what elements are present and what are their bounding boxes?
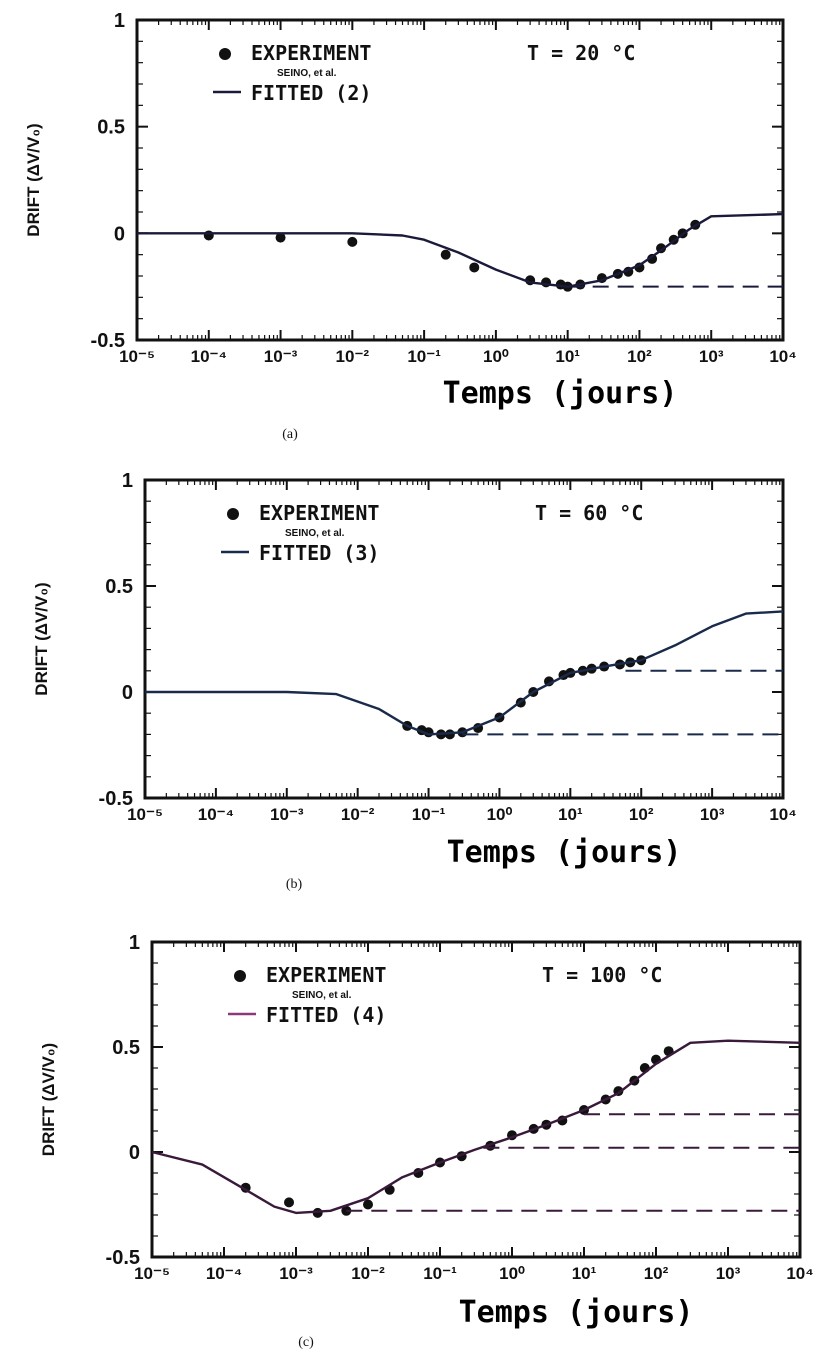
- x-tick-label: 10⁻³: [279, 1264, 313, 1283]
- legend-experiment-sub: SEINO, et al.: [285, 528, 345, 539]
- experiment-point: [647, 253, 658, 264]
- x-tick-label: 10⁴: [769, 805, 796, 824]
- x-tick-label: 10²: [644, 1264, 669, 1283]
- chart-panel-3: 10⁻⁵ 10⁻⁴ 10⁻³ 10⁻² 10⁻¹ 10⁰ 10¹ 10² 10³ 10⁴ 1 0.5 0…: [39, 932, 814, 1350]
- temperature-annotation: T = 60 °C: [535, 501, 643, 525]
- x-tick-label: 10³: [700, 805, 725, 824]
- legend-fitted-label: FITTED (2): [251, 81, 371, 105]
- x-tick-label: 10⁴: [786, 1264, 813, 1283]
- x-tick-label: 10⁻²: [351, 1264, 385, 1283]
- x-tick-label: 10⁻⁵: [134, 1264, 170, 1283]
- temperature-annotation: T = 100 °C: [542, 963, 662, 987]
- y-tick-label: 1: [114, 10, 125, 32]
- y-axis-label: DRIFT (ΔV/V₀): [24, 123, 43, 236]
- fitted-curve: [145, 610, 784, 736]
- x-axis-label: Temps (jours): [443, 376, 678, 411]
- legend-experiment-label: EXPERIMENT: [259, 501, 379, 525]
- fitted-curve: [151, 1039, 801, 1215]
- legend-experiment-label: EXPERIMENT: [251, 41, 371, 65]
- x-axis-label: Temps (jours): [447, 835, 682, 870]
- y-tick-label: 0.5: [97, 117, 125, 139]
- x-tick-label: 10⁻²: [336, 347, 370, 366]
- x-tick-label: 10³: [699, 347, 724, 366]
- x-tick-label: 10⁰: [499, 1264, 525, 1283]
- x-tick-label: 10⁻¹: [412, 805, 446, 824]
- experiment-point: [469, 262, 480, 273]
- fitted-curve: [137, 212, 784, 288]
- legend-point-marker: [227, 508, 239, 520]
- panel-caption: (a): [282, 427, 298, 442]
- x-tick-label: 10⁻⁴: [198, 805, 234, 824]
- y-tick-label: 0.5: [105, 576, 133, 598]
- chart-panel-2: 10⁻⁵ 10⁻⁴ 10⁻³ 10⁻² 10⁻¹ 10⁰ 10¹ 10² 10³ 10⁴ 1 0.5 0…: [32, 470, 797, 892]
- y-tick-label: -0.5: [91, 330, 125, 352]
- y-tick-label: 0.5: [112, 1037, 140, 1059]
- x-tick-label: 10¹: [572, 1264, 597, 1283]
- plot-frame: [135, 18, 785, 342]
- experiment-point: [275, 232, 286, 243]
- x-tick-label: 10⁰: [487, 805, 513, 824]
- x-tick-label: 10¹: [558, 805, 583, 824]
- x-tick-label: 10³: [716, 1264, 741, 1283]
- experiment-point: [284, 1197, 295, 1208]
- experiment-point: [347, 236, 358, 247]
- experiment-point: [541, 277, 552, 288]
- experiment-point: [363, 1199, 373, 1210]
- legend-point-marker: [219, 48, 231, 60]
- y-tick-label: -0.5: [106, 1247, 140, 1269]
- plot-frame: [150, 940, 802, 1259]
- y-tick-label: 0: [122, 682, 133, 704]
- temperature-annotation: T = 20 °C: [527, 41, 635, 65]
- x-tick-label: 10⁻⁵: [127, 805, 163, 824]
- y-tick-label: 1: [129, 932, 140, 954]
- legend-fitted-label: FITTED (3): [259, 541, 379, 565]
- x-tick-label: 10⁻²: [341, 805, 375, 824]
- panel-caption: (b): [286, 877, 303, 892]
- x-tick-label: 10⁻¹: [423, 1264, 457, 1283]
- experiment-point: [203, 230, 214, 241]
- chart-panel-1: 10⁻⁵ 10⁻⁴ 10⁻³ 10⁻² 10⁻¹ 10⁰ 10¹ 10² 10³ 10⁴ 1 0.5 0…: [24, 10, 797, 442]
- x-tick-label: 10⁴: [769, 347, 796, 366]
- panel-caption: (c): [298, 1335, 314, 1350]
- x-tick-label: 10⁰: [483, 347, 509, 366]
- y-tick-label: 0: [129, 1142, 140, 1164]
- x-tick-label: 10⁻³: [264, 347, 298, 366]
- experiment-point: [440, 249, 451, 260]
- y-axis-label: DRIFT (ΔV/V₀): [39, 1043, 58, 1156]
- y-axis-label: DRIFT (ΔV/V₀): [32, 582, 51, 695]
- x-axis-label: Temps (jours): [459, 1295, 694, 1330]
- x-tick-label: 10⁻⁴: [206, 1264, 242, 1283]
- legend-fitted-label: FITTED (4): [266, 1003, 386, 1027]
- x-tick-label: 10⁻³: [270, 805, 304, 824]
- legend-experiment-sub: SEINO, et al.: [277, 68, 337, 79]
- legend-point-marker: [234, 970, 246, 982]
- plot-frame: [143, 478, 785, 800]
- y-tick-label: -0.5: [99, 788, 133, 810]
- x-tick-label: 10⁻⁵: [119, 347, 155, 366]
- y-tick-label: 1: [122, 470, 133, 492]
- x-tick-label: 10⁻¹: [407, 347, 441, 366]
- x-tick-label: 10⁻⁴: [191, 347, 227, 366]
- legend-experiment-label: EXPERIMENT: [266, 963, 386, 987]
- x-tick-label: 10²: [629, 805, 654, 824]
- y-tick-label: 0: [114, 223, 125, 245]
- x-tick-label: 10²: [627, 347, 652, 366]
- x-tick-label: 10¹: [555, 347, 580, 366]
- legend-experiment-sub: SEINO, et al.: [292, 990, 352, 1001]
